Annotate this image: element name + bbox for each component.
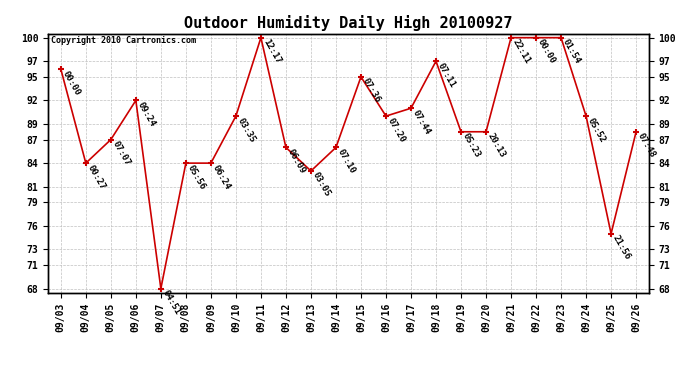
Text: 05:56: 05:56 — [186, 163, 207, 191]
Text: 07:44: 07:44 — [411, 108, 432, 136]
Text: 04:51: 04:51 — [161, 289, 182, 316]
Text: 07:11: 07:11 — [436, 61, 457, 89]
Text: 05:52: 05:52 — [586, 116, 607, 144]
Text: 22:11: 22:11 — [511, 38, 532, 66]
Text: 20:13: 20:13 — [486, 132, 507, 159]
Text: 06:24: 06:24 — [211, 163, 232, 191]
Text: 00:27: 00:27 — [86, 163, 107, 191]
Text: Copyright 2010 Cartronics.com: Copyright 2010 Cartronics.com — [51, 36, 196, 45]
Text: 07:07: 07:07 — [111, 140, 132, 167]
Text: 07:10: 07:10 — [336, 147, 357, 175]
Text: 07:48: 07:48 — [636, 132, 658, 159]
Text: 09:24: 09:24 — [136, 100, 157, 128]
Text: 01:54: 01:54 — [561, 38, 582, 66]
Text: 00:00: 00:00 — [61, 69, 82, 97]
Text: 06:09: 06:09 — [286, 147, 307, 175]
Text: 07:36: 07:36 — [361, 77, 382, 105]
Text: 12:17: 12:17 — [261, 38, 282, 66]
Text: 07:20: 07:20 — [386, 116, 407, 144]
Text: 03:05: 03:05 — [311, 171, 332, 199]
Title: Outdoor Humidity Daily High 20100927: Outdoor Humidity Daily High 20100927 — [184, 15, 513, 31]
Text: 21:56: 21:56 — [611, 234, 632, 261]
Text: 05:23: 05:23 — [461, 132, 482, 159]
Text: 00:00: 00:00 — [536, 38, 558, 66]
Text: 03:35: 03:35 — [236, 116, 257, 144]
